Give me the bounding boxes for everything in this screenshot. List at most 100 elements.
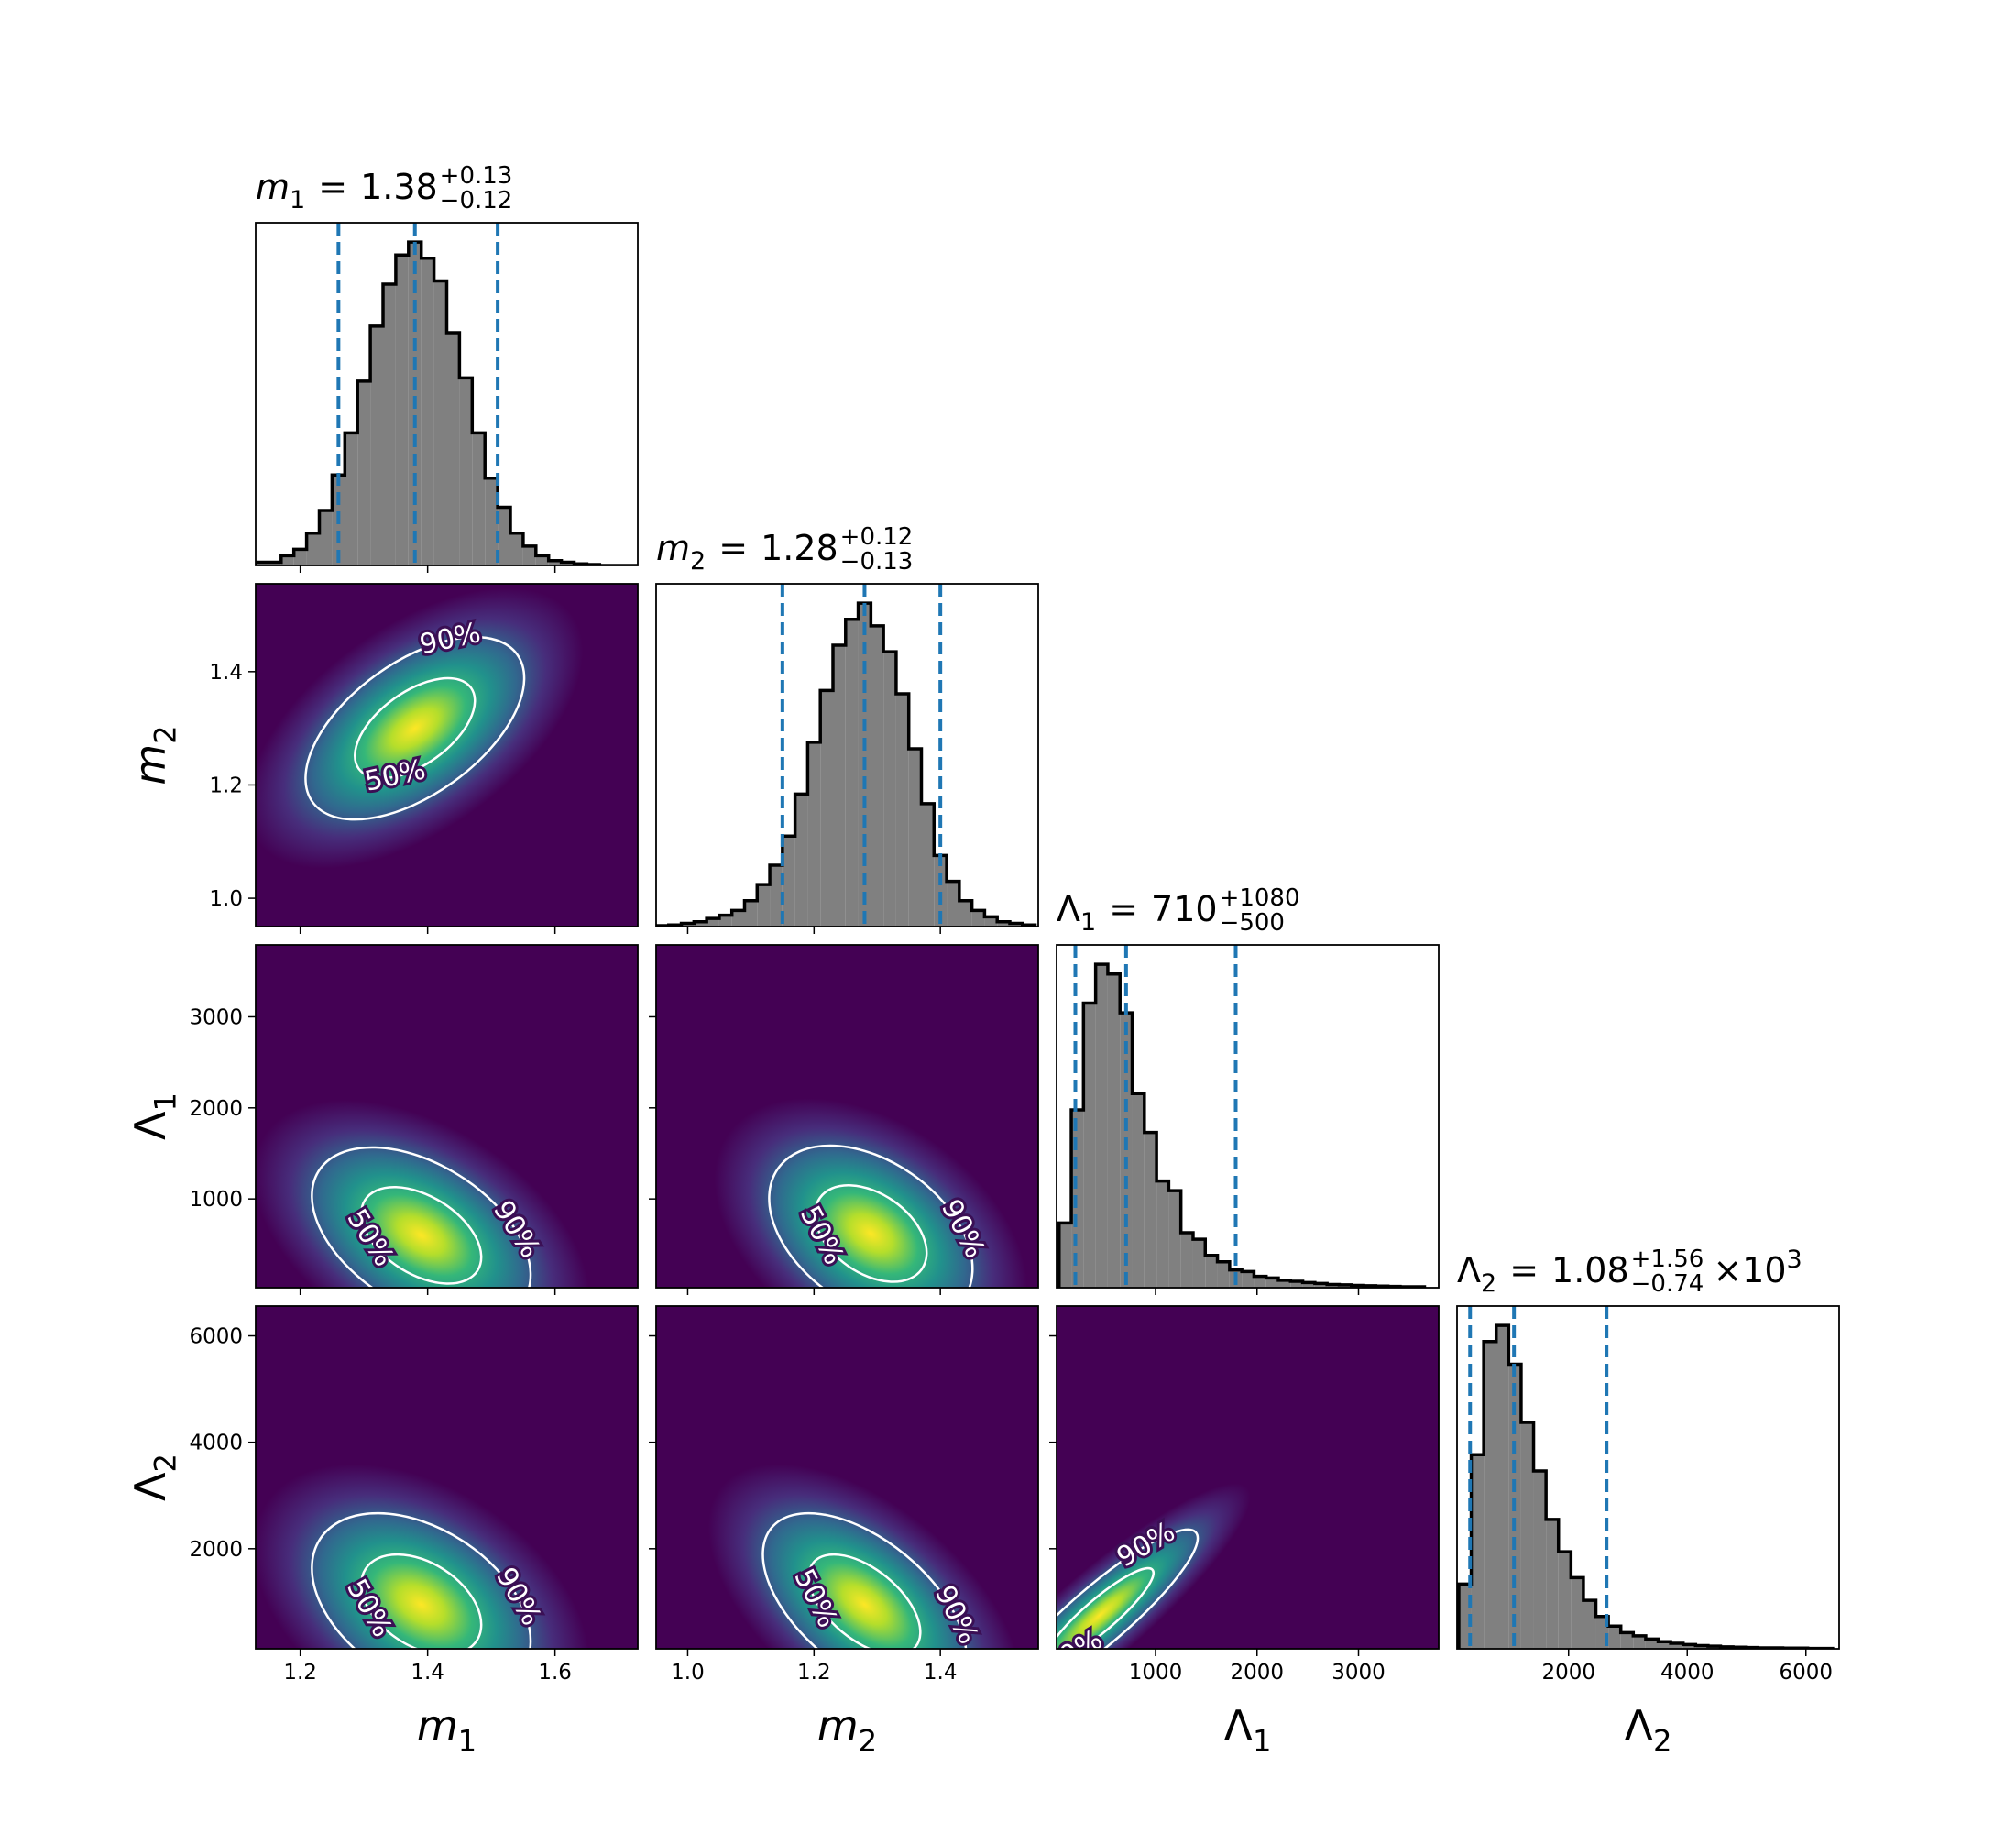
hist-bar	[1254, 1276, 1266, 1288]
hist-bar	[1645, 1639, 1659, 1649]
label-subscript: 2	[148, 1454, 183, 1472]
hist-bar	[1009, 923, 1023, 927]
axis-label: Λ2	[1625, 1701, 1672, 1759]
hist-bar	[794, 794, 808, 927]
panel-spine	[255, 1305, 639, 1650]
histogram-panel	[1057, 945, 1427, 1288]
label-symbol: m	[126, 744, 175, 785]
axis-label: m2	[126, 725, 183, 785]
density-blob	[707, 1464, 1022, 1649]
hist-bar	[535, 555, 549, 565]
title-subscript: 2	[690, 547, 706, 576]
title-symbol: m	[256, 167, 290, 207]
hist-bar	[1132, 1093, 1145, 1288]
panel-spine	[1456, 1305, 1840, 1650]
y-tick-label: 6000	[189, 1325, 243, 1349]
hist-bar	[268, 562, 281, 565]
density-panel: 50%90%	[256, 945, 638, 1288]
contour	[311, 1511, 532, 1649]
hist-bar	[1571, 1577, 1583, 1649]
hist-bar	[921, 803, 935, 927]
hist-bar	[1168, 1191, 1181, 1288]
hist-bar	[782, 836, 795, 927]
title-exponent: 3	[1787, 1246, 1802, 1274]
hist-bar	[1217, 1261, 1230, 1288]
panel-title-lower: −0.74	[1631, 1270, 1704, 1298]
hist-bar	[832, 645, 846, 927]
title-symbol: m	[656, 528, 690, 568]
density-blob	[714, 1098, 1027, 1288]
y-tick-label: 1.0	[209, 887, 243, 911]
panel-title-multiplier: ×103	[1713, 1246, 1802, 1290]
hist-bar	[1496, 1325, 1509, 1649]
hist-bar	[731, 910, 745, 927]
hist-bar	[1107, 973, 1121, 1288]
hist-bar	[256, 562, 268, 565]
histogram-panel	[1457, 1306, 1835, 1649]
hist-bar	[421, 258, 434, 565]
label-symbol: Λ	[1224, 1701, 1254, 1751]
hist-outline	[1057, 962, 1427, 1288]
hist-bar	[498, 507, 510, 565]
label-symbol: Λ	[1625, 1701, 1654, 1751]
hist-bar	[1658, 1641, 1671, 1649]
hist-bar	[694, 921, 707, 927]
hist-bar	[1633, 1635, 1646, 1649]
hist-bar	[1058, 1223, 1072, 1288]
axis-label: Λ1	[126, 1092, 183, 1140]
panel-spine	[655, 944, 1039, 1289]
axis-label: m2	[817, 1701, 877, 1759]
hist-bar	[718, 915, 732, 927]
hist-bar	[1583, 1600, 1596, 1649]
hist-outline	[256, 240, 638, 565]
x-tick-label: 2000	[1230, 1661, 1284, 1685]
panel-spine	[255, 944, 639, 1289]
density-blob	[256, 1464, 590, 1649]
hist-bar	[1314, 1283, 1328, 1288]
hist-bar	[510, 532, 523, 565]
hist-bar	[1144, 1132, 1157, 1288]
hist-bar	[1265, 1278, 1279, 1288]
hist-bar	[319, 510, 333, 565]
x-tick-label: 1.0	[671, 1661, 705, 1685]
panel-title-value: 1.38	[360, 167, 438, 207]
density-blob	[1057, 1483, 1251, 1649]
density-panel: 50%90%	[656, 1306, 1038, 1649]
panel-spine	[655, 583, 1039, 927]
hist-bar	[984, 916, 998, 927]
hist-bar	[1327, 1284, 1340, 1288]
hist-bar	[1095, 964, 1108, 1288]
hist-bar	[472, 433, 486, 565]
hist-bar	[1608, 1626, 1621, 1649]
title-symbol: Λ	[1057, 889, 1080, 929]
y-tick-label: 4000	[189, 1432, 243, 1455]
contour	[304, 635, 526, 821]
label-symbol: m	[817, 1701, 859, 1751]
y-tick-label: 2000	[189, 1097, 243, 1121]
hist-bar	[895, 693, 909, 927]
hist-bar	[345, 433, 358, 565]
panel-spine	[1056, 944, 1440, 1289]
x-tick-label: 2000	[1541, 1661, 1595, 1685]
contour	[1057, 1528, 1200, 1649]
title-symbol: Λ	[1457, 1250, 1481, 1290]
x-tick-label: 1.2	[283, 1661, 317, 1685]
hist-bar	[997, 921, 1010, 927]
hist-bar	[883, 652, 896, 927]
hist-bar	[1156, 1180, 1169, 1288]
hist-bar	[1205, 1255, 1218, 1288]
label-subscript: 1	[1253, 1724, 1271, 1759]
hist-bar	[395, 255, 409, 565]
x-tick-label: 1000	[1129, 1661, 1183, 1685]
hist-bar	[1458, 1584, 1472, 1649]
hist-bar	[1302, 1282, 1315, 1288]
label-symbol: Λ	[126, 1111, 175, 1140]
panel-spine	[255, 583, 639, 927]
panel-spine	[255, 222, 639, 566]
hist-bar	[485, 477, 499, 565]
x-tick-label: 1.6	[538, 1661, 572, 1685]
hist-bar	[433, 280, 447, 565]
contour	[807, 1553, 922, 1649]
